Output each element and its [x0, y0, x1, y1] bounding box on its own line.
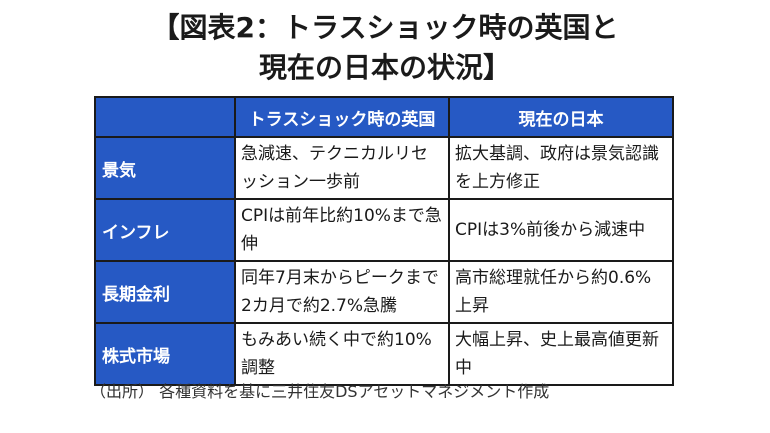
title-line-1: 【図表2：トラスショック時の英国と — [151, 11, 619, 44]
title-line-2: 現在の日本の状況】 — [258, 51, 511, 84]
row-label-stock-market: 株式市場 — [94, 322, 236, 386]
header-uk: トラスショック時の英国 — [234, 96, 450, 138]
table-row-inflation: インフレ CPIは前年比約10%まで急伸 CPIは3%前後から減速中 — [94, 198, 674, 262]
cell-jp-stock-market: 大幅上昇、史上最高値更新中 — [448, 322, 674, 386]
row-label-long-rates: 長期金利 — [94, 260, 236, 324]
cell-uk-economy: 急減速、テクニカルリセッション一歩前 — [234, 136, 450, 200]
table-header-row: トラスショック時の英国 現在の日本 — [94, 96, 674, 138]
cell-jp-economy: 拡大基調、政府は景気認識を上方修正 — [448, 136, 674, 200]
cell-uk-long-rates: 同年7月末からピークまで2カ月で約2.7%急騰 — [234, 260, 450, 324]
row-label-inflation: インフレ — [94, 198, 236, 262]
header-japan: 現在の日本 — [448, 96, 674, 138]
cell-uk-stock-market: もみあい続く中で約10%調整 — [234, 322, 450, 386]
comparison-table: トラスショック時の英国 現在の日本 景気 急減速、テクニカルリセッション一歩前 … — [94, 96, 674, 386]
cell-jp-long-rates: 高市総理就任から約0.6%上昇 — [448, 260, 674, 324]
table-row-economy: 景気 急減速、テクニカルリセッション一歩前 拡大基調、政府は景気認識を上方修正 — [94, 136, 674, 200]
cell-jp-inflation: CPIは3%前後から減速中 — [448, 198, 674, 262]
row-label-economy: 景気 — [94, 136, 236, 200]
source-note: （出所） 各種資料を基に三井住友DSアセットマネジメント作成 — [90, 382, 550, 401]
header-empty — [94, 96, 236, 138]
table-row-long-rates: 長期金利 同年7月末からピークまで2カ月で約2.7%急騰 高市総理就任から約0.… — [94, 260, 674, 324]
cell-uk-inflation: CPIは前年比約10%まで急伸 — [234, 198, 450, 262]
table-row-stock-market: 株式市場 もみあい続く中で約10%調整 大幅上昇、史上最高値更新中 — [94, 322, 674, 386]
